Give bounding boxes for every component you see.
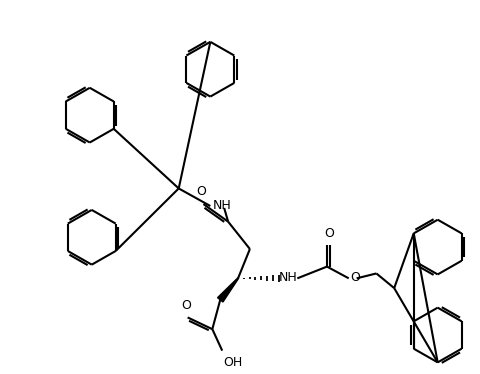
Text: OH: OH [223, 356, 242, 368]
Text: O: O [351, 271, 360, 284]
Text: O: O [182, 298, 192, 312]
Text: O: O [324, 227, 334, 240]
Text: O: O [196, 185, 206, 198]
Polygon shape [217, 278, 239, 302]
Text: NH: NH [212, 199, 231, 212]
Text: NH: NH [278, 271, 297, 284]
